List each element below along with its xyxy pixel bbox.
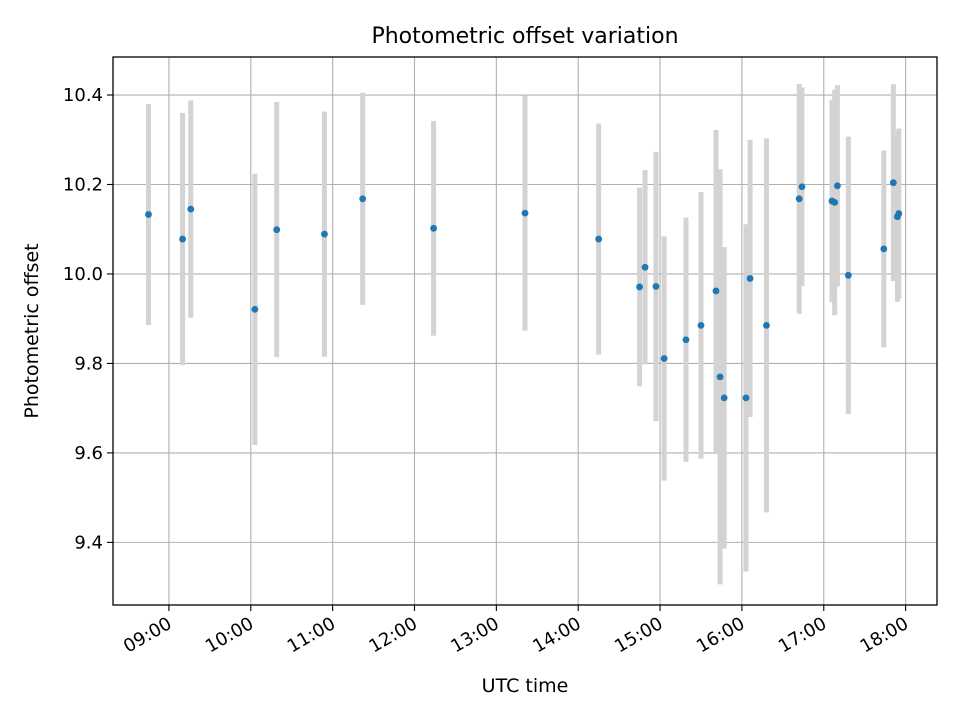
data-point — [795, 195, 803, 203]
y-tick-label: 9.4 — [74, 532, 103, 553]
x-tick-label: 16:00 — [693, 613, 748, 657]
error-bars — [145, 83, 902, 585]
x-tick-label: 10:00 — [202, 613, 257, 657]
data-point — [682, 336, 690, 344]
data-point — [844, 271, 852, 279]
plot-frame — [112, 56, 938, 606]
x-axis: 09:00 10:00 11:00 12:00 13:00 14:00 15:00 16:00… — [120, 605, 912, 657]
data-point — [521, 209, 529, 217]
data-point — [763, 322, 770, 329]
data-point — [720, 394, 728, 402]
data-point — [880, 245, 888, 253]
y-axis: 9.4 9.6 9.8 10.0 10.2 10.4 — [63, 85, 113, 553]
data-points — [145, 179, 903, 402]
x-tick-label: 09:00 — [120, 613, 175, 657]
data-point — [652, 283, 660, 290]
data-point — [145, 211, 152, 218]
data-point — [889, 179, 897, 187]
data-point — [636, 283, 643, 291]
data-point — [697, 322, 705, 329]
data-point — [321, 230, 328, 238]
x-tick-label: 14:00 — [529, 613, 584, 657]
data-point — [831, 198, 839, 206]
x-tick-label: 18:00 — [857, 613, 912, 657]
y-axis-label: Photometric offset — [21, 243, 43, 418]
data-point — [641, 263, 649, 271]
data-point — [273, 226, 281, 234]
data-point — [251, 305, 259, 313]
data-point — [179, 235, 186, 243]
x-tick-label: 15:00 — [611, 613, 666, 657]
data-point — [430, 224, 437, 232]
y-tick-label: 10.2 — [63, 174, 103, 195]
x-tick-label: 12:00 — [366, 613, 421, 657]
data-point — [359, 195, 367, 203]
y-tick-label: 10.0 — [63, 264, 103, 285]
x-tick-label: 13:00 — [447, 613, 502, 657]
data-point — [660, 355, 668, 362]
data-point — [742, 394, 750, 402]
chart-title: Photometric offset variation — [371, 24, 678, 49]
x-tick-label: 11:00 — [284, 613, 339, 657]
data-point — [798, 183, 806, 191]
data-point — [746, 275, 754, 282]
x-axis-label: UTC time — [482, 675, 569, 697]
data-point — [834, 182, 841, 190]
y-tick-label: 9.6 — [74, 443, 103, 464]
y-tick-label: 10.4 — [63, 85, 103, 106]
x-tick-label: 17:00 — [775, 613, 830, 657]
y-tick-label: 9.8 — [74, 353, 103, 374]
data-point — [895, 210, 903, 217]
data-point — [712, 287, 720, 295]
data-point — [716, 373, 724, 381]
data-point — [595, 235, 603, 243]
data-point — [187, 205, 195, 213]
